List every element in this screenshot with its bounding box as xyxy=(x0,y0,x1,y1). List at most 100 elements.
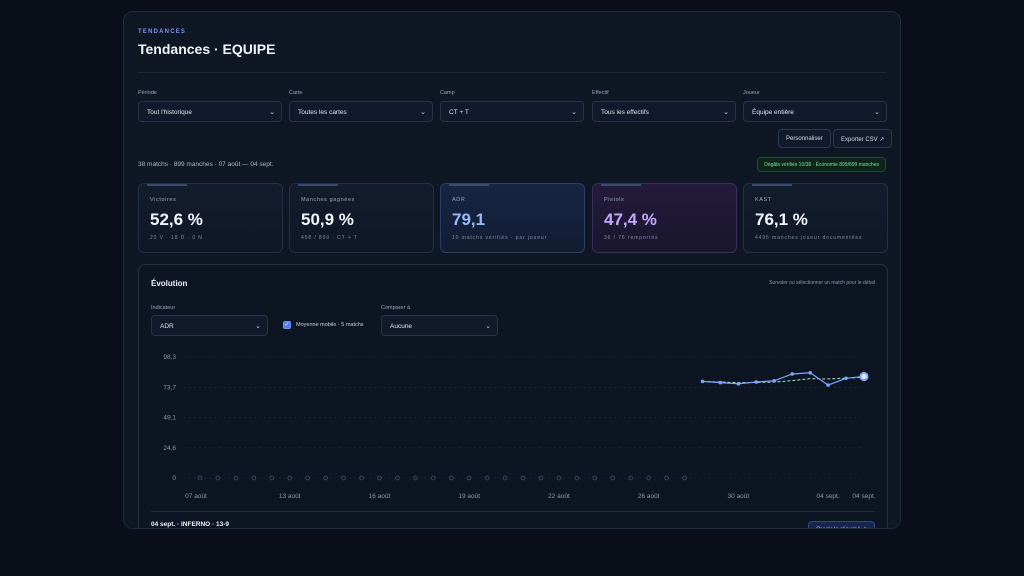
compare-select[interactable]: Aucune ⌄ xyxy=(381,315,498,336)
filter-label: Joueur xyxy=(743,90,760,96)
x-tick-label: 22 août xyxy=(548,493,570,500)
data-summary: 38 matchs · 899 manches · 07 août — 04 s… xyxy=(138,161,274,168)
data-point-empty xyxy=(682,475,687,481)
divider xyxy=(151,511,875,512)
kpi-label: ADR xyxy=(452,197,466,203)
filter-roster: Effectif Tous les effectifs ⌄ xyxy=(592,90,736,122)
kpi-label: KAST xyxy=(755,197,772,203)
kpi-value: 76,1 % xyxy=(755,210,808,229)
filter-side: Camp CT + T ⌄ xyxy=(440,90,584,122)
x-tick-label: 30 août xyxy=(728,493,750,500)
kpi-card-rounds: Manches gagnées 50,9 % 458 / 899 · CT + … xyxy=(289,183,434,253)
data-point-empty xyxy=(323,475,328,481)
data-point-empty xyxy=(556,475,562,481)
data-point-empty xyxy=(610,475,616,481)
evolution-section: Évolution Survoler ou sélectionner un ma… xyxy=(138,264,889,528)
kpi-subtext: 4495 manches joueur documentées xyxy=(755,235,863,241)
data-point-empty xyxy=(628,475,634,481)
chevron-down-icon: ⌄ xyxy=(485,323,491,330)
filter-label: Période xyxy=(138,90,157,96)
card-accent xyxy=(298,184,338,186)
page-title: Tendances · EQUIPE xyxy=(138,41,276,57)
verified-badge: Dégâts vérifiés 10/38 · Économie 899/899… xyxy=(757,157,886,172)
x-tick-label: 04 sept. xyxy=(852,493,875,500)
kpi-label: Pistols xyxy=(604,197,625,203)
evolution-hint: Survoler ou sélectionner un match pour l… xyxy=(769,280,875,286)
kpi-card-kast: KAST 76,1 % 4495 manches joueur document… xyxy=(743,183,888,253)
data-point xyxy=(790,372,795,376)
data-point-empty xyxy=(484,475,490,481)
y-tick-label: 0 xyxy=(172,475,176,482)
data-point-empty xyxy=(215,475,221,481)
data-point xyxy=(826,383,830,387)
filter-label: Effectif xyxy=(592,90,609,96)
kpi-value: 79,1 xyxy=(452,210,486,229)
x-tick-label: 04 sept. xyxy=(817,493,840,500)
player-select[interactable]: Équipe entière ⌄ xyxy=(743,101,887,122)
y-tick-label: 24,6 xyxy=(163,445,176,452)
compare-label: Comparer à xyxy=(381,305,411,311)
customize-button[interactable]: Personnaliser xyxy=(778,129,831,148)
data-point-empty xyxy=(251,475,257,481)
data-point xyxy=(808,370,812,375)
data-point-empty xyxy=(305,475,311,481)
data-point-empty xyxy=(538,475,544,481)
export-csv-button[interactable]: Exporter CSV ↗ xyxy=(833,129,893,148)
moving-average-label: Moyenne mobile · 5 matchs xyxy=(296,322,364,328)
filter-label: Camp xyxy=(440,90,455,96)
data-point-empty xyxy=(341,475,346,481)
evolution-title: Évolution xyxy=(151,279,188,288)
x-tick-label: 07 août xyxy=(185,493,207,500)
moving-average-checkbox[interactable]: ✓ xyxy=(283,321,291,329)
data-point-empty xyxy=(430,475,436,481)
kpi-value: 47,4 % xyxy=(604,210,657,229)
data-point-empty xyxy=(359,475,364,481)
open-summary-button[interactable]: Ouvrir le résumé ↗ xyxy=(807,521,875,528)
kpi-card-wins: Victoires 52,6 % 20 V · 18 D · 0 N xyxy=(138,183,283,253)
data-point xyxy=(772,378,777,383)
page-kicker: TENDANCES xyxy=(138,29,187,35)
evolution-chart[interactable]: 98,3 73,7 49,1 24,6 0 07 août 13 août 16 août 19… xyxy=(139,345,889,505)
data-point-empty xyxy=(466,475,472,481)
x-tick-label: 26 août xyxy=(638,493,660,500)
side-select[interactable]: CT + T ⌄ xyxy=(440,101,584,122)
data-point-empty xyxy=(269,475,275,481)
trends-panel: TENDANCES Tendances · EQUIPE Période Tou… xyxy=(123,11,901,529)
y-tick-label: 98,3 xyxy=(163,354,176,361)
map-select[interactable]: Toutes les cartes ⌄ xyxy=(289,101,433,122)
data-point-empty xyxy=(664,475,669,481)
filter-period: Période Tout l'historique ⌄ xyxy=(138,90,282,122)
moving-average-line xyxy=(702,376,865,384)
roster-select[interactable]: Tous les effectifs ⌄ xyxy=(592,101,736,122)
data-point xyxy=(844,376,848,381)
data-point-empty xyxy=(502,475,508,481)
kpi-subtext: 20 V · 18 D · 0 N xyxy=(150,235,203,241)
kpi-card-pistols: Pistols 47,4 % 36 / 76 remportés xyxy=(592,183,737,253)
indicator-label: Indicateur xyxy=(151,305,176,311)
divider xyxy=(138,72,886,73)
data-point-empty xyxy=(413,475,418,481)
chevron-down-icon: ⌄ xyxy=(874,109,880,116)
data-point-empty xyxy=(197,475,203,481)
kpi-label: Manches gagnées xyxy=(301,197,355,203)
card-accent xyxy=(449,184,489,186)
data-point-empty xyxy=(646,475,651,481)
kpi-subtext: 36 / 76 remportés xyxy=(604,235,659,241)
period-select[interactable]: Tout l'historique ⌄ xyxy=(138,101,282,122)
card-accent xyxy=(752,184,792,186)
kpi-label: Victoires xyxy=(150,197,177,203)
data-point-empty xyxy=(574,475,580,481)
data-point-empty xyxy=(233,475,239,481)
y-tick-label: 73,7 xyxy=(163,384,176,391)
data-point-empty xyxy=(395,475,400,481)
indicator-select[interactable]: ADR ⌄ xyxy=(151,315,268,336)
data-point-empty xyxy=(287,475,293,481)
data-point xyxy=(859,371,869,382)
data-point xyxy=(754,380,759,384)
card-accent xyxy=(147,184,187,186)
y-tick-label: 49,1 xyxy=(163,415,176,422)
kpi-subtext: 10 matchs vérifiés · par joueur xyxy=(452,235,548,241)
data-point-empty xyxy=(377,475,382,481)
kpi-subtext: 458 / 899 · CT + T xyxy=(301,235,358,241)
filter-player: Joueur Équipe entière ⌄ xyxy=(743,90,887,122)
